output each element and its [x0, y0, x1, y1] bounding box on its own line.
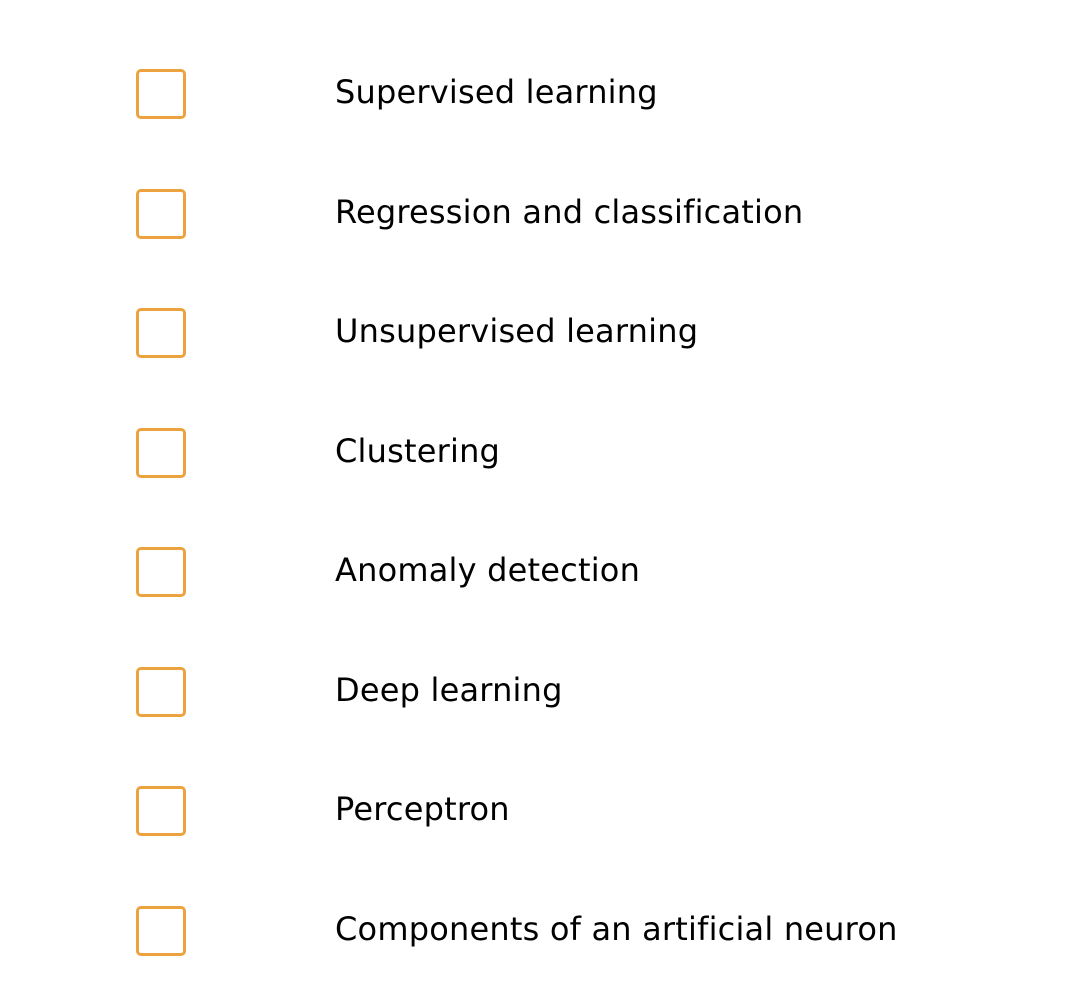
checkbox[interactable] [136, 786, 186, 836]
checklist-item-components-of-an-artificial-neuron: Components of an artificial neuron [0, 899, 1070, 959]
checklist-item-perceptron: Perceptron [0, 779, 1070, 839]
checkbox[interactable] [136, 189, 186, 239]
checkbox[interactable] [136, 906, 186, 956]
checklist-item-label: Supervised learning [335, 73, 658, 111]
checklist-item-label: Perceptron [335, 790, 510, 828]
checklist-item-deep-learning: Deep learning [0, 660, 1070, 720]
checkbox[interactable] [136, 547, 186, 597]
checklist-item-label: Deep learning [335, 671, 563, 709]
checkbox[interactable] [136, 428, 186, 478]
checklist-item-label: Unsupervised learning [335, 312, 699, 350]
checklist-item-label: Components of an artificial neuron [335, 910, 898, 948]
checklist-item-supervised-learning: Supervised learning [0, 62, 1070, 122]
checkbox[interactable] [136, 667, 186, 717]
checklist-item-unsupervised-learning: Unsupervised learning [0, 301, 1070, 361]
checklist-item-regression-and-classification: Regression and classification [0, 182, 1070, 242]
checklist-item-label: Anomaly detection [335, 551, 641, 589]
checkbox[interactable] [136, 69, 186, 119]
checkbox[interactable] [136, 308, 186, 358]
checklist-item-label: Clustering [335, 432, 501, 470]
checklist-item-anomaly-detection: Anomaly detection [0, 540, 1070, 600]
checklist-item-clustering: Clustering [0, 421, 1070, 481]
checklist-item-label: Regression and classification [335, 193, 804, 231]
